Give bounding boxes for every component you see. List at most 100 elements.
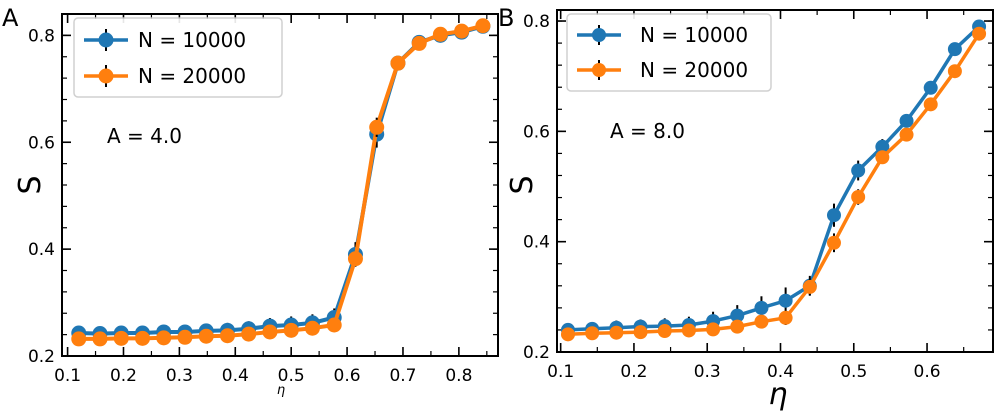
panel-b-data-point [899,113,914,128]
panel-a-data-point [369,119,385,135]
panel-b-data-point [947,64,962,79]
panel-a-x-tick-label: 0.8 [445,366,472,386]
panel-b-data-point [972,26,987,41]
panel-b-chart: 0.1 0.2 0.3 0.4 0.5 0.60.20.40.60.8 B A = 8.0… [498,4,994,412]
panel-a-y-axis-title: S [13,175,48,194]
legend-marker-blue [592,28,606,42]
panel-b-data-point [560,327,575,342]
panel-b-data-point [851,189,866,204]
panel-a-data-point [92,331,108,347]
panel-b-y-tick-label: 0.2 [523,343,550,363]
panel-b-data-point [778,293,793,308]
panel-b-x-tick-label: 0.4 [767,362,794,382]
panel-a-data-point [241,326,257,342]
panel-a-x-tick-label: 0.6 [334,366,361,386]
panel-a-data-point [390,55,406,71]
panel-b-data-point [923,80,938,95]
panel-b-data-point [826,235,841,250]
panel-b-x-axis-title: η [768,377,787,412]
panel-a-x-tick-label: 0.7 [389,366,416,386]
panel-b-data-point [851,163,866,178]
panel-a-series-n20000 [71,18,491,347]
panel-b-data-point [875,139,890,154]
panel-b-series-layer [560,19,987,342]
panel-b-data-point [609,325,624,340]
panel-b-data-point [899,127,914,142]
panel-a-x-tick-label: 0.4 [222,366,249,386]
panel-b-x-tick-label: 0.5 [840,362,867,382]
panel-b-legend-label-n10000: N = 10000 [640,23,748,47]
panel-b-x-tick-label: 0.6 [914,362,941,382]
panel-b-legend-item-n20000: N = 20000 [577,58,748,82]
panel-a-legend-label-n20000: N = 20000 [138,64,246,88]
panel-b-y-tick-label: 0.8 [523,12,550,32]
panel-a-x-tick-label: 0.2 [110,366,137,386]
panel-a-series-layer [71,18,491,347]
panel-b-data-point [633,325,648,340]
panel-a-data-point [304,320,320,336]
panel-a-y-tick-label: 0.4 [28,240,55,260]
panel-a-data-point [347,251,363,267]
panel-a-x-tick-label: 0.5 [278,366,305,386]
panel-a-data-point [262,324,278,340]
panel-a-legend: N = 10000 N = 20000 [73,17,283,98]
panel-a-data-point [219,328,235,344]
panel-b-data-point [875,150,890,165]
panel-b-data-point [802,279,817,294]
panel-a-data-point [71,331,87,347]
panel-a-legend-item-n10000: N = 10000 [84,28,246,52]
panel-b-data-point [947,42,962,57]
panel-b-plot-frame [556,9,994,353]
legend-marker-blue [98,32,114,48]
panel-a-legend-label-n10000: N = 10000 [138,28,246,52]
panel-b-data-point [923,97,938,112]
panel-a-data-point [283,322,299,338]
panel-b-x-tick-label: 0.1 [547,362,574,382]
panel-a-annotation: A = 4.0 [107,124,182,148]
panel-a-data-point [454,23,470,39]
panel-b-axis-ticks: 0.1 0.2 0.3 0.4 0.5 0.60.20.40.60.8 [523,10,993,382]
panel-a-data-point [198,328,214,344]
panel-a-data-point [326,317,342,333]
panel-a-x-tick-label: 0.1 [54,366,81,386]
panel-a-legend-item-n20000: N = 20000 [84,64,246,88]
panel-b-y-tick-label: 0.4 [523,233,550,253]
panel-a-data-point [134,330,150,346]
panel-b-data-point [730,308,745,323]
panel-a-x-axis-title: η [277,383,285,398]
panel-a-data-point [156,330,172,346]
panel-a-data-point [113,330,129,346]
panel-b-series-n20000 [560,26,987,342]
panel-b-data-point [657,324,672,339]
panel-a-y-tick-label: 0.2 [28,347,55,367]
panel-b-data-point [754,314,769,329]
panel-b-data-point [730,319,745,334]
legend-marker-orange [592,63,606,77]
panel-a-y-tick-label: 0.6 [28,133,55,153]
panel-b-legend: N = 10000 N = 20000 [566,13,772,92]
panel-b-y-axis-title: S [505,175,540,194]
panel-b-letter: B [498,4,514,32]
panel-a-data-point [177,329,193,345]
panel-b-x-tick-label: 0.2 [620,362,647,382]
panel-b-data-point [754,300,769,315]
panel-a-data-point [432,26,448,42]
panel-a-letter: A [2,4,19,32]
panel-a-axis-ticks: 0.1 0.2 0.3 0.4 0.5 0.6 0.7 0.80.20.40.60.8 [28,13,498,386]
panel-b-annotation: A = 8.0 [610,119,685,143]
panel-b-data-point [778,310,793,325]
panel-b-x-tick-label: 0.3 [694,362,721,382]
panel-b-legend-item-n10000: N = 10000 [577,23,748,47]
panel-b-data-point [681,323,696,338]
panel-b-data-point [585,326,600,341]
panel-b-data-point [706,322,721,337]
panel-a-x-tick-label: 0.3 [166,366,193,386]
panel-b-legend-label-n20000: N = 20000 [640,58,748,82]
panel-a-data-point [475,18,491,34]
panel-b-y-tick-label: 0.6 [523,122,550,142]
panel-a-y-tick-label: 0.8 [28,26,55,46]
panel-a-data-point [411,35,427,51]
panel-b-data-point [826,208,841,223]
panel-a-chart: 0.1 0.2 0.3 0.4 0.5 0.6 0.7 0.80.20.40.60.8 A A… [2,4,499,398]
